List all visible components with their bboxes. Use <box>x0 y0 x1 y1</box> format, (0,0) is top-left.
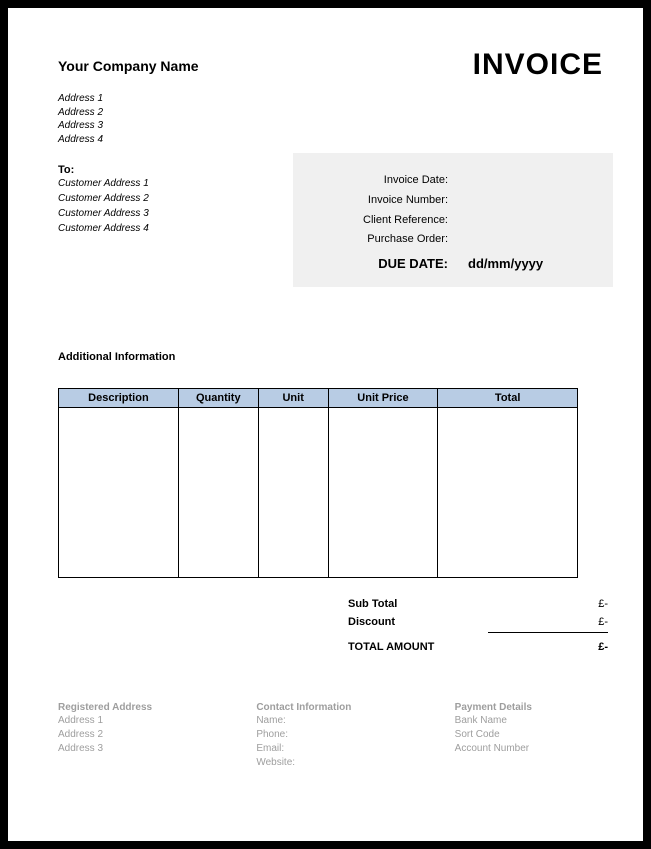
header-row: Your Company Name INVOICE <box>58 48 613 82</box>
company-address-line: Address 1 <box>58 92 613 106</box>
totals-row-discount: Discount £- <box>348 614 608 634</box>
grand-total-value: £- <box>488 639 608 657</box>
footer-line: Email: <box>256 742 414 756</box>
subtotal-value: £- <box>488 596 608 614</box>
due-date-value: dd/mm/yyyy <box>448 256 593 271</box>
meta-label: Invoice Date: <box>313 171 448 191</box>
footer-heading: Registered Address <box>58 702 216 713</box>
meta-value <box>448 171 593 191</box>
company-address-line: Address 3 <box>58 119 613 133</box>
totals-block: Sub Total £- Discount £- TOTAL AMOUNT £- <box>348 596 608 657</box>
invoice-meta-box: Invoice Date: Invoice Number: Client Ref… <box>293 153 613 287</box>
table-body-row <box>59 408 578 578</box>
company-address-line: Address 4 <box>58 133 613 147</box>
col-header-total: Total <box>438 389 578 408</box>
discount-value: £- <box>488 614 608 634</box>
cell-unit-price <box>328 408 438 578</box>
footer-line: Address 3 <box>58 742 216 756</box>
additional-information-label: Additional Information <box>58 351 613 363</box>
footer-line: Address 2 <box>58 728 216 742</box>
footer-payment-details: Payment Details Bank Name Sort Code Acco… <box>455 702 613 770</box>
footer-heading: Contact Information <box>256 702 414 713</box>
company-address-line: Address 2 <box>58 106 613 120</box>
meta-row-invoice-date: Invoice Date: <box>313 171 593 191</box>
meta-row-purchase-order: Purchase Order: <box>313 230 593 250</box>
meta-row-invoice-number: Invoice Number: <box>313 191 593 211</box>
footer-line: Name: <box>256 714 414 728</box>
footer-line: Phone: <box>256 728 414 742</box>
line-items-table: Description Quantity Unit Unit Price Tot… <box>58 388 578 578</box>
footer-line: Website: <box>256 756 414 770</box>
footer-registered-address: Registered Address Address 1 Address 2 A… <box>58 702 216 770</box>
meta-value <box>448 211 593 231</box>
footer-line: Sort Code <box>455 728 613 742</box>
col-header-unit: Unit <box>258 389 328 408</box>
invoice-title: INVOICE <box>473 48 603 82</box>
meta-value <box>448 191 593 211</box>
discount-label: Discount <box>348 614 488 634</box>
meta-label: Client Reference: <box>313 211 448 231</box>
footer: Registered Address Address 1 Address 2 A… <box>58 702 613 770</box>
subtotal-label: Sub Total <box>348 596 488 614</box>
meta-row-due-date: DUE DATE: dd/mm/yyyy <box>313 256 593 271</box>
meta-label: Purchase Order: <box>313 230 448 250</box>
footer-line: Bank Name <box>455 714 613 728</box>
col-header-unit-price: Unit Price <box>328 389 438 408</box>
meta-row-client-reference: Client Reference: <box>313 211 593 231</box>
totals-row-grand-total: TOTAL AMOUNT £- <box>348 639 608 657</box>
footer-line: Account Number <box>455 742 613 756</box>
company-name: Your Company Name <box>58 58 199 74</box>
col-header-description: Description <box>59 389 179 408</box>
cell-quantity <box>178 408 258 578</box>
grand-total-label: TOTAL AMOUNT <box>348 639 488 657</box>
footer-contact-information: Contact Information Name: Phone: Email: … <box>256 702 414 770</box>
footer-heading: Payment Details <box>455 702 613 713</box>
company-address-block: Address 1 Address 2 Address 3 Address 4 <box>58 92 613 146</box>
meta-value <box>448 230 593 250</box>
cell-total <box>438 408 578 578</box>
meta-label: Invoice Number: <box>313 191 448 211</box>
col-header-quantity: Quantity <box>178 389 258 408</box>
footer-line: Address 1 <box>58 714 216 728</box>
table-header-row: Description Quantity Unit Unit Price Tot… <box>59 389 578 408</box>
cell-description <box>59 408 179 578</box>
invoice-page: Your Company Name INVOICE Address 1 Addr… <box>0 0 651 849</box>
cell-unit <box>258 408 328 578</box>
totals-row-subtotal: Sub Total £- <box>348 596 608 614</box>
due-date-label: DUE DATE: <box>313 256 448 271</box>
